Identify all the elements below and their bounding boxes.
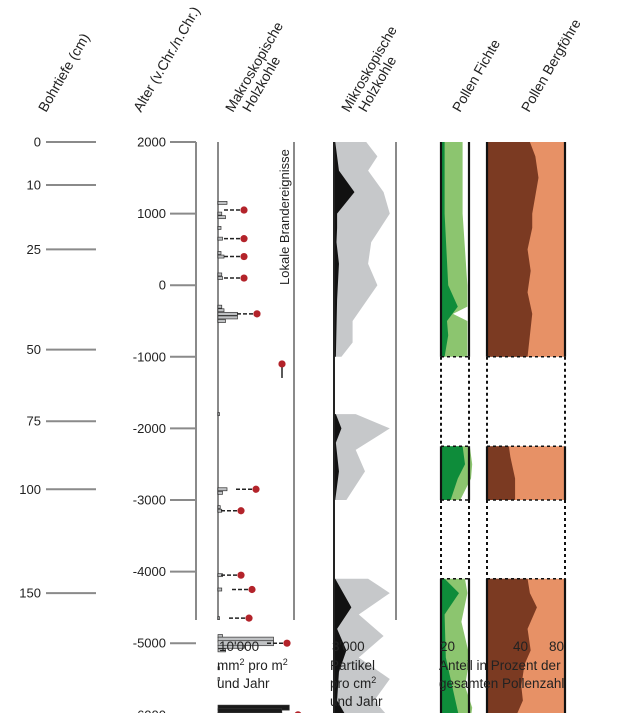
macro-bar-28	[217, 677, 220, 681]
age-tick-label-1: 1000	[137, 206, 166, 221]
footer-pollen-20: 20	[440, 639, 455, 654]
age-tick-label-4: -2000	[133, 421, 166, 436]
spruce-dark-1	[441, 446, 465, 500]
header-age: Alter (v.Chr./n.Chr.)	[130, 4, 203, 115]
age-tick-label-3: -1000	[133, 349, 166, 364]
footer-micro-value: 3'000	[332, 639, 365, 654]
macro-bar-9	[217, 304, 223, 309]
depth-tick-label-5: 100	[19, 482, 41, 497]
footer-micro-unit-1: Partikel	[330, 658, 375, 673]
fire-event-5	[278, 360, 286, 368]
age-tick-label-2: 0	[159, 278, 166, 293]
macro-bar-3	[217, 226, 222, 230]
fire-event-11	[283, 639, 291, 647]
macro-bar-6	[217, 254, 225, 259]
pine-dark-0	[487, 142, 539, 357]
macro-bar-20	[217, 587, 223, 592]
macro-bar-16	[217, 490, 223, 495]
micro-gray-1	[334, 414, 390, 500]
footer-micro-unit-3: und Jahr	[330, 694, 383, 709]
fire-event-7	[237, 507, 245, 515]
footer-pollen-unit-1: Anteil in Prozent der	[439, 658, 561, 673]
age-tick-label-5: -3000	[133, 493, 166, 508]
macro-bar-2	[217, 215, 226, 220]
depth-tick-label-1: 10	[27, 177, 41, 192]
header-spruce: Pollen Fichte	[449, 36, 503, 114]
header-depth: Bohrtiefe (cm)	[35, 30, 93, 114]
fire-event-1	[240, 235, 248, 243]
depth-tick-label-2: 25	[27, 242, 41, 257]
macro-bar-15	[217, 487, 228, 492]
depth-tick-label-3: 50	[27, 342, 41, 357]
header-pine: Pollen Bergföhre	[518, 16, 584, 115]
depth-tick-label-0: 0	[34, 135, 41, 150]
fire-event-4	[253, 310, 261, 318]
macro-bar-10	[217, 308, 225, 313]
macro-bar-30	[217, 708, 283, 713]
macro-bar-27	[217, 666, 220, 671]
fire-event-10	[245, 614, 253, 622]
macro-bar-18	[217, 505, 221, 510]
footer-pollen-unit-2: gesamten Pollenzahl	[439, 676, 564, 691]
fire-event-0	[240, 206, 248, 214]
macro-bar-1	[217, 211, 223, 216]
fire-event-3	[240, 274, 248, 282]
age-tick-label-8: -6000	[133, 707, 166, 713]
pine-pollen-panel	[485, 142, 567, 713]
depth-tick-label-6: 150	[19, 586, 41, 601]
micro-gray-0	[334, 142, 390, 357]
pine-dark-1	[487, 446, 516, 500]
macro-bar-13	[217, 319, 226, 323]
footer-micro-unit-2: pro cm2	[330, 675, 376, 691]
footer-pollen-40: 40	[513, 639, 528, 654]
macro-charcoal-panel	[217, 142, 302, 713]
macro-bar-0	[217, 201, 228, 205]
age-tick-label-7: -5000	[133, 636, 166, 651]
footer-pollen-80: 80	[549, 639, 564, 654]
age-axis: 2000 1000 0 -1000 -2000 -3000 -4000 -5000 -6000	[133, 135, 197, 713]
micro-black-0	[334, 142, 355, 357]
macro-bar-4	[217, 236, 223, 241]
age-tick-label-0: 2000	[137, 135, 166, 150]
macro-bar-21	[217, 616, 220, 620]
macro-bar-14	[217, 412, 220, 416]
depth-tick-label-4: 75	[27, 414, 41, 429]
fire-event-2	[240, 252, 248, 261]
macro-bar-11	[217, 311, 238, 316]
macro-bar-7	[217, 272, 223, 277]
fire-event-9	[248, 585, 256, 594]
footer-macro-unit-2: und Jahr	[217, 676, 270, 691]
spruce-dark-0	[441, 142, 458, 357]
macro-bar-8	[217, 276, 223, 280]
footer-macro-unit-1: mm2 pro m2	[217, 657, 288, 673]
micro-charcoal-panel	[333, 142, 397, 713]
micro-black-1	[334, 414, 342, 500]
local-fires-label: Lokale Brandereignisse	[277, 149, 292, 285]
fire-event-6	[252, 485, 260, 493]
spruce-pollen-panel	[439, 142, 473, 713]
micro-black-2	[334, 578, 352, 713]
footer-macro-value: 10'000	[219, 639, 259, 654]
age-tick-label-6: -4000	[133, 564, 166, 579]
macro-bar-25	[217, 644, 245, 649]
fire-event-8	[237, 571, 245, 579]
macro-bar-26	[217, 648, 226, 653]
macro-bar-12	[217, 315, 238, 320]
pine-dark-2	[487, 578, 537, 713]
macro-bar-5	[217, 251, 222, 255]
spruce-dark-2	[441, 578, 459, 713]
